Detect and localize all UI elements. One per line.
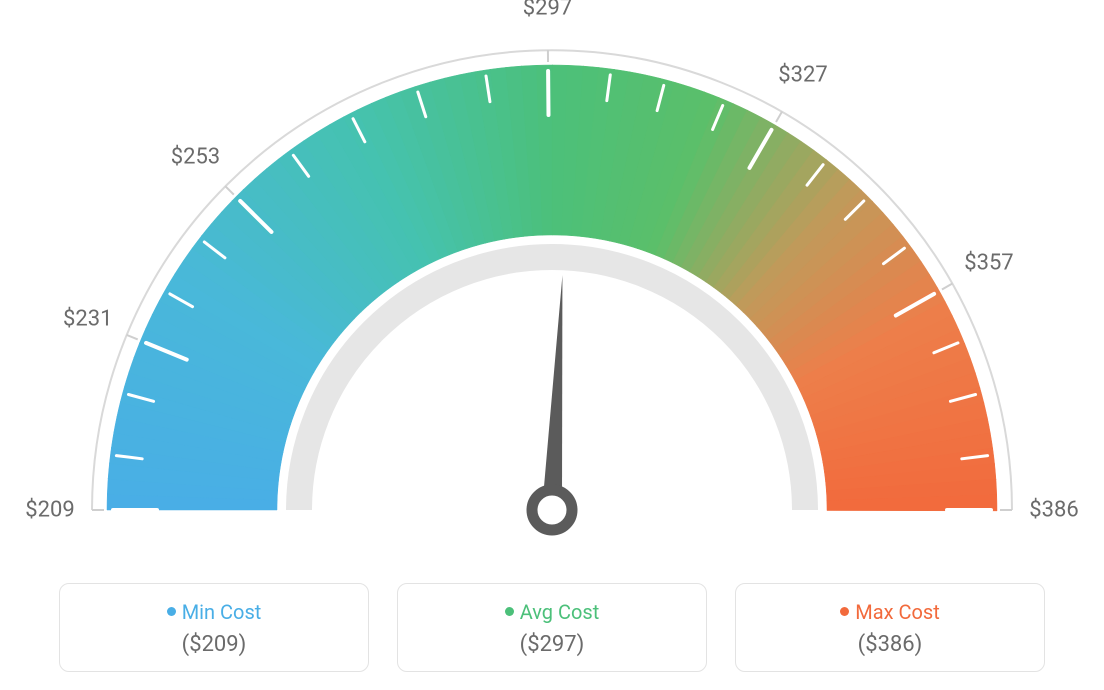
legend-card: Max Cost ($386) [735, 583, 1045, 672]
gauge-tick-label: $231 [63, 306, 112, 331]
legend-card-title: Min Cost [60, 600, 368, 624]
outer-tick [942, 284, 952, 290]
legend-card-title: Max Cost [736, 600, 1044, 624]
legend-card: Avg Cost ($297) [397, 583, 707, 672]
legend-card-title: Avg Cost [398, 600, 706, 624]
legend-card-value: ($297) [398, 632, 706, 657]
legend-card: Min Cost ($209) [59, 583, 369, 672]
gauge-needle [542, 275, 562, 510]
legend-row: Min Cost ($209) Avg Cost ($297) Max Cost ($38… [0, 583, 1104, 672]
cost-gauge-chart: $209 $231 $253 $297 $327 $357 $386 [0, 0, 1104, 560]
legend-card-value: ($209) [60, 632, 368, 657]
outer-tick [127, 335, 138, 340]
legend-dot-icon [167, 607, 176, 616]
gauge-tick-label: $386 [1029, 498, 1078, 523]
gauge-tick-label: $297 [523, 0, 572, 21]
legend-dot-icon [840, 607, 849, 616]
gauge-tick-label: $327 [778, 63, 827, 88]
legend-card-value: ($386) [736, 632, 1044, 657]
gauge-needle-hub [532, 490, 572, 530]
gauge-tick-label: $357 [964, 250, 1013, 275]
gauge-tick-label: $209 [25, 498, 74, 523]
outer-tick [225, 186, 234, 194]
gauge-svg [0, 0, 1104, 560]
legend-dot-icon [505, 607, 514, 616]
gauge-tick-label: $253 [171, 144, 220, 169]
outer-tick [776, 112, 782, 122]
